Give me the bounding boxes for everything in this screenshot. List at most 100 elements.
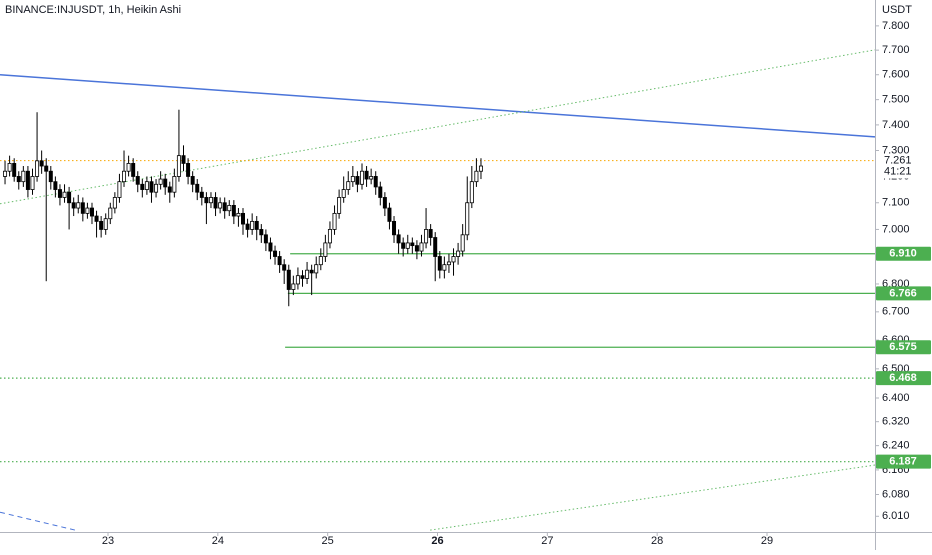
trendline	[0, 511, 76, 531]
candle-body	[195, 183, 200, 193]
x-tick-label: 29	[761, 535, 773, 547]
candle-body	[176, 155, 181, 177]
candle-body	[263, 234, 268, 244]
candle-body	[273, 250, 278, 257]
y-tick-label: 6.320	[882, 416, 910, 428]
candle-body	[332, 212, 337, 230]
candle-body	[112, 197, 117, 209]
candle-body	[478, 165, 483, 172]
candle-body	[71, 202, 76, 209]
level-label: 6.766	[889, 287, 917, 299]
trendline	[0, 49, 875, 205]
candle-body	[7, 163, 12, 172]
candle-body	[199, 191, 204, 198]
candle-body	[465, 202, 470, 236]
level-label: 6.575	[889, 341, 917, 353]
candle-body	[364, 170, 369, 180]
y-tick-label: 7.800	[882, 20, 910, 32]
candle-body	[314, 264, 319, 274]
candle-body	[382, 197, 387, 209]
trendline	[430, 464, 875, 531]
y-tick-label: 7.300	[882, 144, 910, 156]
candle-body	[309, 269, 314, 274]
candle-body	[122, 170, 127, 183]
x-tick-label: 24	[212, 535, 224, 547]
y-tick-label: 7.600	[882, 69, 910, 81]
candle-body	[154, 183, 159, 193]
candle-body	[35, 160, 40, 177]
y-axis-unit: USDT	[882, 4, 912, 16]
candle-body	[245, 223, 250, 230]
candle-body	[62, 191, 67, 198]
candle-body	[103, 218, 108, 230]
level-label: 6.910	[889, 248, 917, 260]
candle-body	[222, 202, 227, 212]
candle-body	[227, 205, 232, 212]
candle-body	[268, 242, 273, 252]
chart-title: BINANCE:INJUSDT, 1h, Heikin Ashi	[5, 4, 181, 16]
y-tick-label: 6.400	[882, 392, 910, 404]
level-label-box	[876, 371, 931, 386]
candle-body	[231, 205, 236, 217]
candle-body	[21, 170, 26, 183]
candle-body	[126, 163, 131, 172]
candle-body	[396, 234, 401, 244]
candle-body	[373, 176, 378, 188]
y-tick-label: 7.000	[882, 223, 910, 235]
candle-body	[401, 242, 406, 249]
candle-body	[158, 178, 163, 185]
y-tick-label: 6.080	[882, 488, 910, 500]
candle-body	[94, 215, 99, 222]
x-tick-label: 25	[322, 535, 334, 547]
y-tick-label: 6.700	[882, 306, 910, 318]
countdown-label: 41:21	[884, 165, 912, 177]
plot-area	[0, 49, 875, 531]
candle-body	[451, 256, 456, 263]
candle-body	[392, 220, 397, 236]
candle-body	[57, 189, 62, 198]
candle-body	[208, 197, 213, 204]
y-tick-label: 6.010	[882, 510, 910, 522]
candle-body	[405, 242, 410, 249]
candle-body	[3, 170, 8, 177]
candle-body	[39, 160, 44, 167]
candle-body	[469, 181, 474, 204]
candle-body	[318, 256, 323, 266]
x-tick-label: 23	[102, 535, 114, 547]
y-tick-label: 7.700	[882, 44, 910, 56]
candle-body	[295, 275, 300, 285]
candle-body	[163, 178, 168, 188]
candle-body	[341, 189, 346, 198]
candle-body	[213, 197, 218, 209]
candle-body	[140, 183, 145, 190]
candle-body	[305, 269, 310, 279]
candle-body	[241, 212, 246, 225]
candle-body	[424, 229, 429, 244]
candle-body	[218, 202, 223, 209]
candle-body	[337, 197, 342, 214]
candle-body	[67, 191, 72, 204]
level-label-box	[876, 340, 931, 355]
candle-body	[456, 250, 461, 257]
candle-body	[186, 163, 191, 177]
candle-body	[80, 202, 85, 214]
candle-body	[76, 202, 81, 209]
candle-body	[250, 220, 255, 230]
candle-body	[149, 181, 154, 193]
candle-body	[277, 256, 282, 266]
candle-body	[16, 176, 21, 183]
candle-body	[144, 181, 149, 190]
candle-body	[460, 234, 465, 252]
candle-body	[323, 242, 328, 257]
candle-body	[12, 163, 17, 177]
candle-body	[190, 176, 195, 185]
y-tick-label: 6.240	[882, 440, 910, 452]
level-label-box	[876, 454, 931, 469]
candle-body	[300, 275, 305, 279]
candle-body	[236, 212, 241, 217]
candle-body	[446, 261, 451, 266]
current-price-label: 7.261	[884, 154, 912, 166]
candle-body	[254, 220, 259, 230]
candle-body	[291, 283, 296, 290]
